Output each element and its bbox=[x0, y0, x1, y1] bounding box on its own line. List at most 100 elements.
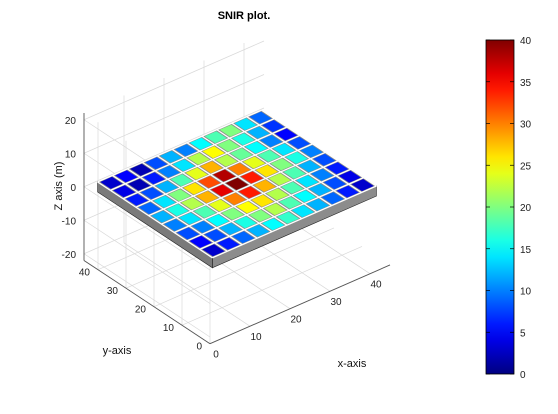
snir-cell bbox=[100, 176, 123, 189]
snir-cell bbox=[202, 146, 225, 159]
snir-cell bbox=[179, 212, 202, 225]
snir-cell bbox=[296, 175, 319, 188]
colorbar: 40 35 30 25 20 15 10 5 0 bbox=[485, 36, 532, 381]
y-axis-line bbox=[83, 260, 211, 345]
snir-cell bbox=[221, 207, 244, 220]
snir-cell bbox=[217, 139, 240, 152]
wall bbox=[186, 168, 352, 242]
snir-cell bbox=[174, 144, 198, 157]
snir-cell bbox=[266, 188, 289, 201]
x-axis-label: x-axis bbox=[338, 358, 367, 370]
snir-cell bbox=[262, 218, 285, 231]
snir-cell bbox=[219, 124, 242, 137]
snir-cell bbox=[181, 197, 204, 210]
snir-cell bbox=[311, 168, 334, 181]
snir-cell bbox=[325, 162, 349, 175]
snir-cell bbox=[313, 153, 336, 166]
colorbar-tick-label: 20 bbox=[520, 203, 532, 214]
wall bbox=[122, 126, 288, 200]
x-tick-label: 40 bbox=[370, 280, 382, 291]
snir-cell bbox=[115, 170, 138, 183]
wall bbox=[261, 109, 377, 187]
x-tick-label: 0 bbox=[213, 350, 219, 361]
snir-cell bbox=[287, 136, 310, 149]
z-tick-label: -20 bbox=[62, 250, 77, 261]
colorbar-scale bbox=[485, 39, 515, 375]
snir-cell bbox=[204, 229, 227, 242]
snir-cell bbox=[187, 152, 210, 165]
snir-cell bbox=[321, 192, 344, 205]
z-tick-label: 20 bbox=[65, 116, 77, 127]
snir-cell bbox=[251, 194, 274, 207]
snir-cell bbox=[213, 169, 236, 182]
snir-cell bbox=[232, 133, 255, 146]
colorbar-tick-label: 35 bbox=[520, 78, 532, 89]
snir-cell bbox=[240, 171, 263, 184]
snir-cell bbox=[249, 209, 272, 222]
snir-cell bbox=[276, 211, 300, 224]
snir-cell bbox=[257, 149, 281, 162]
wall bbox=[141, 161, 258, 239]
y-axis-label: y-axis bbox=[103, 345, 132, 357]
wall bbox=[212, 185, 377, 259]
colorbar-tick-label: 15 bbox=[520, 245, 532, 256]
snir-cell bbox=[274, 128, 298, 141]
wall bbox=[173, 160, 339, 234]
snir-cell bbox=[238, 186, 261, 199]
snir-cell bbox=[193, 205, 217, 218]
snir-cell bbox=[113, 185, 136, 198]
snir-cell bbox=[223, 192, 246, 205]
y-tick-label: 0 bbox=[196, 342, 202, 353]
wall bbox=[112, 174, 228, 252]
snir-cell bbox=[243, 156, 266, 169]
snir-cell bbox=[206, 214, 229, 227]
snir-cell bbox=[142, 172, 166, 185]
snir-cell bbox=[281, 181, 304, 194]
wall bbox=[246, 116, 362, 194]
z-tick-label: 10 bbox=[65, 149, 77, 160]
snir-cell bbox=[279, 196, 302, 209]
wall bbox=[97, 109, 262, 183]
snir-cell bbox=[196, 191, 219, 204]
y-tick-label: 20 bbox=[135, 305, 147, 316]
snir-cell bbox=[291, 205, 314, 218]
snir-cell bbox=[140, 187, 163, 200]
wall bbox=[231, 122, 347, 200]
gridline bbox=[83, 253, 211, 338]
snir-cell bbox=[153, 195, 176, 208]
snir-cell bbox=[236, 201, 259, 214]
colorbar-tick-label: 0 bbox=[520, 370, 526, 381]
snir-cell bbox=[247, 224, 270, 237]
wall bbox=[186, 142, 303, 220]
snir-cell bbox=[128, 178, 151, 191]
snir-cell bbox=[189, 137, 212, 150]
gridline bbox=[181, 246, 363, 326]
snir-cell bbox=[151, 210, 174, 223]
snir-cell bbox=[338, 170, 361, 183]
snir-cell bbox=[232, 231, 255, 244]
snir-cell bbox=[249, 111, 272, 124]
wall bbox=[201, 135, 318, 213]
snir-cell bbox=[211, 184, 234, 197]
gridline bbox=[153, 227, 335, 308]
snir-cell bbox=[323, 177, 346, 190]
snir-cell bbox=[208, 199, 231, 212]
snir-cell bbox=[130, 163, 153, 176]
snir-cell bbox=[157, 165, 180, 178]
snir-cell bbox=[166, 204, 189, 217]
snir-cell bbox=[336, 185, 359, 198]
z-tick-label: 0 bbox=[70, 183, 76, 194]
snir-cell bbox=[300, 145, 323, 158]
snir-cell bbox=[183, 182, 206, 195]
gridline bbox=[83, 219, 211, 304]
wall bbox=[97, 181, 213, 259]
snir-cell bbox=[272, 143, 295, 156]
wall bbox=[127, 168, 243, 246]
wall bbox=[135, 134, 301, 208]
snir-cell bbox=[155, 180, 178, 193]
snir-cell bbox=[185, 167, 208, 180]
snir-cell bbox=[228, 163, 251, 176]
snir-cell bbox=[260, 135, 283, 148]
snir-cell bbox=[202, 244, 225, 257]
snir-cell bbox=[125, 193, 149, 206]
